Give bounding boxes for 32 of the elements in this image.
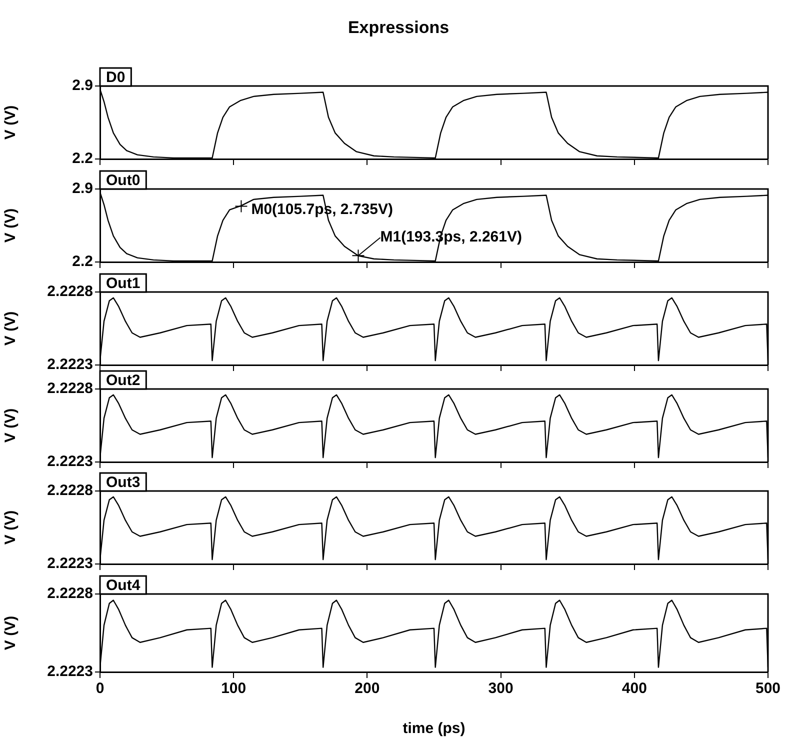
y-tick-label: 2.2223 <box>47 453 93 470</box>
y-tick-label: 2.2 <box>72 253 93 270</box>
series-label: Out1 <box>106 275 140 292</box>
x-tick-label: 0 <box>96 680 104 698</box>
y-tick-label: 2.2228 <box>47 380 93 398</box>
y-axis-title: V (V) <box>2 408 20 443</box>
y-axis-title: V (V) <box>2 208 20 243</box>
x-tick-label: 500 <box>755 680 781 698</box>
x-axis-title: time (ps) <box>402 720 466 738</box>
series-label: Out2 <box>106 372 140 390</box>
y-tick-label: 2.2228 <box>47 482 93 500</box>
y-tick-label: 2.2 <box>72 150 93 168</box>
y-tick-label: 2.2223 <box>47 356 93 374</box>
y-axis-title: V (V) <box>2 311 20 346</box>
series-label: Out0 <box>106 172 140 190</box>
y-tick-label: 2.2228 <box>47 585 93 602</box>
series-label: D0 <box>106 69 126 86</box>
y-tick-label: 2.2223 <box>47 555 93 572</box>
x-tick-label: 100 <box>221 680 246 698</box>
series-label: Out3 <box>106 474 140 492</box>
y-tick-label: 2.9 <box>72 180 93 198</box>
x-tick-label: 400 <box>622 680 647 698</box>
y-axis-title: V (V) <box>2 616 20 650</box>
y-tick-label: 2.2228 <box>47 283 93 300</box>
y-tick-label: 2.9 <box>72 77 93 94</box>
x-tick-label: 300 <box>488 680 514 698</box>
x-tick-label: 200 <box>354 680 380 698</box>
y-tick-label: 2.2223 <box>47 663 93 680</box>
chart-title: Expressions <box>346 18 450 38</box>
y-axis-title: V (V) <box>2 510 20 545</box>
y-axis-title: V (V) <box>2 105 20 140</box>
series-label: Out4 <box>106 577 141 594</box>
